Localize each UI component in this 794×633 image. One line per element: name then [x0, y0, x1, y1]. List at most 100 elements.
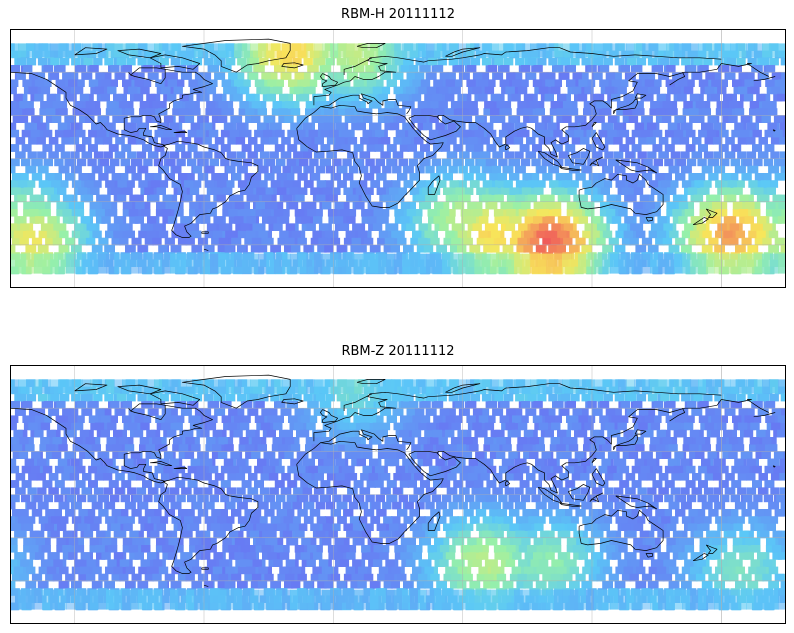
- swath-cell: [10, 165, 16, 174]
- swath-cell: [466, 253, 475, 274]
- swath-cell: [176, 158, 186, 167]
- swath-cell: [779, 487, 786, 495]
- swath-cell: [393, 137, 403, 145]
- swath-cell: [410, 253, 419, 274]
- swath-cell: [611, 194, 622, 203]
- swath-cell: [620, 158, 630, 167]
- swath-cell: [357, 245, 367, 253]
- swath-cell: [706, 552, 716, 560]
- swath-cell: [178, 451, 189, 459]
- swath-cell: [119, 237, 129, 246]
- swath-cell: [355, 65, 365, 73]
- swath-cell: [33, 158, 43, 167]
- swath-cell: [232, 173, 242, 181]
- swath-cell: [555, 237, 565, 246]
- swath-cell: [461, 194, 471, 203]
- swath-cell: [247, 209, 257, 217]
- swath-cell: [191, 108, 201, 116]
- swath-cell: [329, 108, 340, 116]
- swath-cell: [720, 65, 730, 73]
- swath-cell: [686, 129, 696, 138]
- swath-cell: [532, 144, 542, 152]
- swath-cell: [383, 444, 394, 452]
- swath-cell: [107, 209, 118, 217]
- swath-cell: [35, 72, 46, 80]
- swath-cell: [154, 43, 163, 58]
- swath-cell: [640, 129, 650, 138]
- swath-cell: [166, 158, 176, 167]
- swath-cell: [62, 72, 72, 80]
- swath-cell: [323, 122, 333, 131]
- swath-cell: [388, 65, 398, 73]
- swath-cell: [505, 473, 515, 481]
- swath-cell: [614, 581, 624, 589]
- swath-cell: [394, 43, 403, 58]
- swath-cell: [424, 516, 434, 524]
- swath-cell: [475, 115, 485, 123]
- swath-cell: [757, 216, 767, 224]
- swath-cell: [234, 201, 245, 210]
- swath-cell: [684, 209, 695, 217]
- swath-cell: [161, 209, 172, 217]
- swath-cell: [206, 101, 216, 109]
- swath-cell: [298, 43, 307, 58]
- swath-cell: [256, 237, 267, 246]
- swath-cell: [268, 559, 278, 567]
- swath-cell: [295, 415, 305, 423]
- swath-cell: [440, 144, 451, 152]
- swath-cell: [650, 43, 659, 58]
- swath-cell: [170, 43, 179, 58]
- swath-cell: [516, 165, 526, 174]
- swath-cell: [279, 93, 289, 102]
- swath-cell: [510, 494, 520, 503]
- swath-cell: [585, 545, 595, 553]
- swath-cell: [301, 223, 312, 231]
- swath-cell: [647, 151, 657, 159]
- swath-cell: [262, 79, 272, 87]
- swath-cell: [596, 559, 607, 567]
- swath-cell: [559, 137, 569, 145]
- swath-cell: [394, 72, 404, 80]
- swath-cell: [585, 209, 595, 217]
- swath-cell: [560, 194, 571, 203]
- swath-cell: [551, 86, 561, 95]
- swath-cell: [267, 209, 278, 217]
- swath-cell: [34, 194, 45, 203]
- swath-cell: [548, 57, 558, 66]
- swath-cell: [459, 151, 469, 159]
- swath-cell: [585, 537, 595, 546]
- swath-cell: [616, 108, 626, 116]
- swath-cell: [345, 230, 355, 239]
- swath-cell: [533, 209, 543, 217]
- swath-cell: [779, 422, 786, 431]
- swath-cell: [426, 473, 436, 481]
- swath-cell: [257, 122, 267, 131]
- swath-cell: [178, 101, 188, 109]
- swath-cell: [570, 253, 579, 274]
- swath-cell: [551, 537, 562, 546]
- swath-cell: [116, 57, 127, 66]
- swath-cell: [695, 237, 706, 246]
- swath-cell: [458, 165, 468, 174]
- swath-cell: [555, 573, 565, 582]
- swath-cell: [223, 237, 233, 246]
- swath-cell: [37, 245, 48, 253]
- swath-cell: [272, 101, 282, 109]
- swath-cell: [301, 209, 311, 217]
- swath-cell: [554, 494, 564, 503]
- map-title-rbm-h: RBM-H 20111112: [341, 7, 455, 22]
- swath-cell: [737, 86, 748, 95]
- swath-cell: [228, 537, 238, 546]
- swath-cell: [529, 115, 539, 123]
- swath-cell: [72, 108, 82, 116]
- swath-cell: [39, 165, 49, 174]
- swath-cell: [606, 552, 616, 560]
- swath-cell: [347, 86, 357, 95]
- swath-cell: [551, 223, 561, 231]
- swath-cell: [772, 194, 782, 203]
- swath-cell: [278, 108, 288, 116]
- swath-cell: [146, 230, 156, 239]
- swath-cell: [332, 158, 342, 167]
- swath-cell: [490, 230, 501, 239]
- swath-cell: [346, 545, 357, 553]
